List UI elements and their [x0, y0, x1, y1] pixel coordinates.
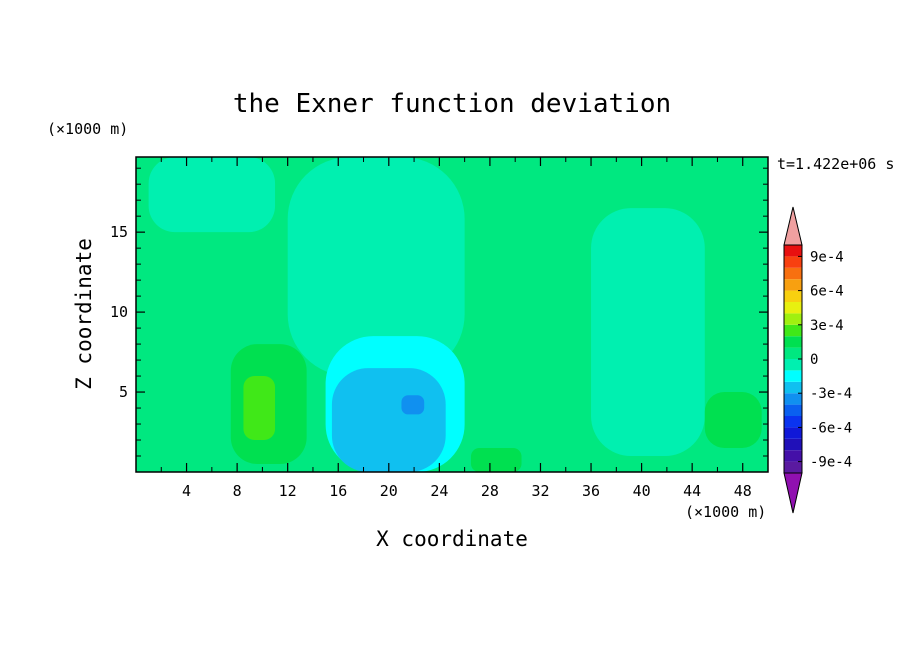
colorbar-segment-2	[784, 438, 802, 451]
colorbar-segment-13	[784, 313, 802, 325]
colorbar-segment-0	[784, 461, 802, 473]
colorbar-segment-3	[784, 427, 802, 439]
plot-frame	[135, 156, 769, 473]
x-axis-title: X coordinate	[376, 527, 528, 551]
colorbar-segment-14	[784, 302, 802, 314]
colorbar-label-3: 0	[810, 352, 818, 368]
colorbar-segment-19	[784, 245, 802, 257]
colorbar-label-6: -9e-4	[810, 455, 852, 471]
heat-region-10	[470, 448, 522, 472]
y-unit-label: (×1000 m)	[47, 120, 128, 138]
y-tick-label-15: 15	[110, 223, 128, 241]
x-tick-label-16: 16	[329, 482, 347, 500]
x-tick-label-4: 4	[182, 482, 191, 500]
x-tick-label-36: 36	[582, 482, 600, 500]
heat-region-7	[401, 395, 425, 415]
heat-region-2	[148, 157, 276, 233]
y-tick-label-10: 10	[110, 303, 128, 321]
colorbar-segment-17	[784, 267, 802, 280]
colorbar-label-4: -3e-4	[810, 386, 852, 402]
colorbar-segment-7	[784, 381, 802, 394]
x-tick-label-12: 12	[279, 482, 297, 500]
y-tick-label-5: 5	[119, 383, 128, 401]
colorbar-over-arrow	[783, 206, 803, 246]
colorbar-segment-15	[784, 290, 802, 302]
heat-region-1	[287, 157, 465, 377]
x-tick-label-32: 32	[531, 482, 549, 500]
x-tick-label-44: 44	[683, 482, 701, 500]
chart-title: the Exner function deviation	[233, 89, 671, 119]
colorbar-label-0: 9e-4	[810, 249, 844, 265]
colorbar-segment-6	[784, 393, 802, 405]
x-tick-label-8: 8	[233, 482, 242, 500]
colorbar-label-5: -6e-4	[810, 420, 852, 436]
colorbar-segment-5	[784, 404, 802, 416]
colorbar: 9e-4 6e-4 3e-4 0 -3e-4 -6e-4 -9e-4	[783, 206, 852, 514]
colorbar-segment-16	[784, 279, 802, 291]
colorbar-segment-10	[784, 347, 802, 359]
y-axis-title: Z coordinate	[72, 238, 96, 390]
x-tick-label-48: 48	[734, 482, 752, 500]
colorbar-segment-8	[784, 370, 802, 382]
colorbar-segment-11	[784, 336, 802, 348]
colorbar-label-1: 6e-4	[810, 284, 844, 300]
colorbar-segment-9	[784, 359, 802, 371]
x-unit-label: (×1000 m)	[685, 503, 766, 521]
colorbar-label-2: 3e-4	[810, 318, 844, 334]
time-label: t=1.422e+06 s	[777, 155, 894, 173]
x-tick-label-20: 20	[380, 482, 398, 500]
colorbar-segment-12	[784, 324, 802, 337]
heat-region-11	[243, 376, 276, 441]
colorbar-segment-4	[784, 416, 802, 428]
x-tick-label-24: 24	[430, 482, 448, 500]
heat-region-6	[331, 368, 446, 472]
heat-region-9	[704, 392, 762, 449]
colorbar-under-arrow	[783, 472, 803, 514]
heat-region-4	[616, 288, 655, 337]
heatmap-field	[136, 157, 768, 472]
x-tick-label-40: 40	[633, 482, 651, 500]
colorbar-segment-18	[784, 256, 802, 268]
colorbar-segment-1	[784, 450, 802, 462]
x-tick-label-28: 28	[481, 482, 499, 500]
